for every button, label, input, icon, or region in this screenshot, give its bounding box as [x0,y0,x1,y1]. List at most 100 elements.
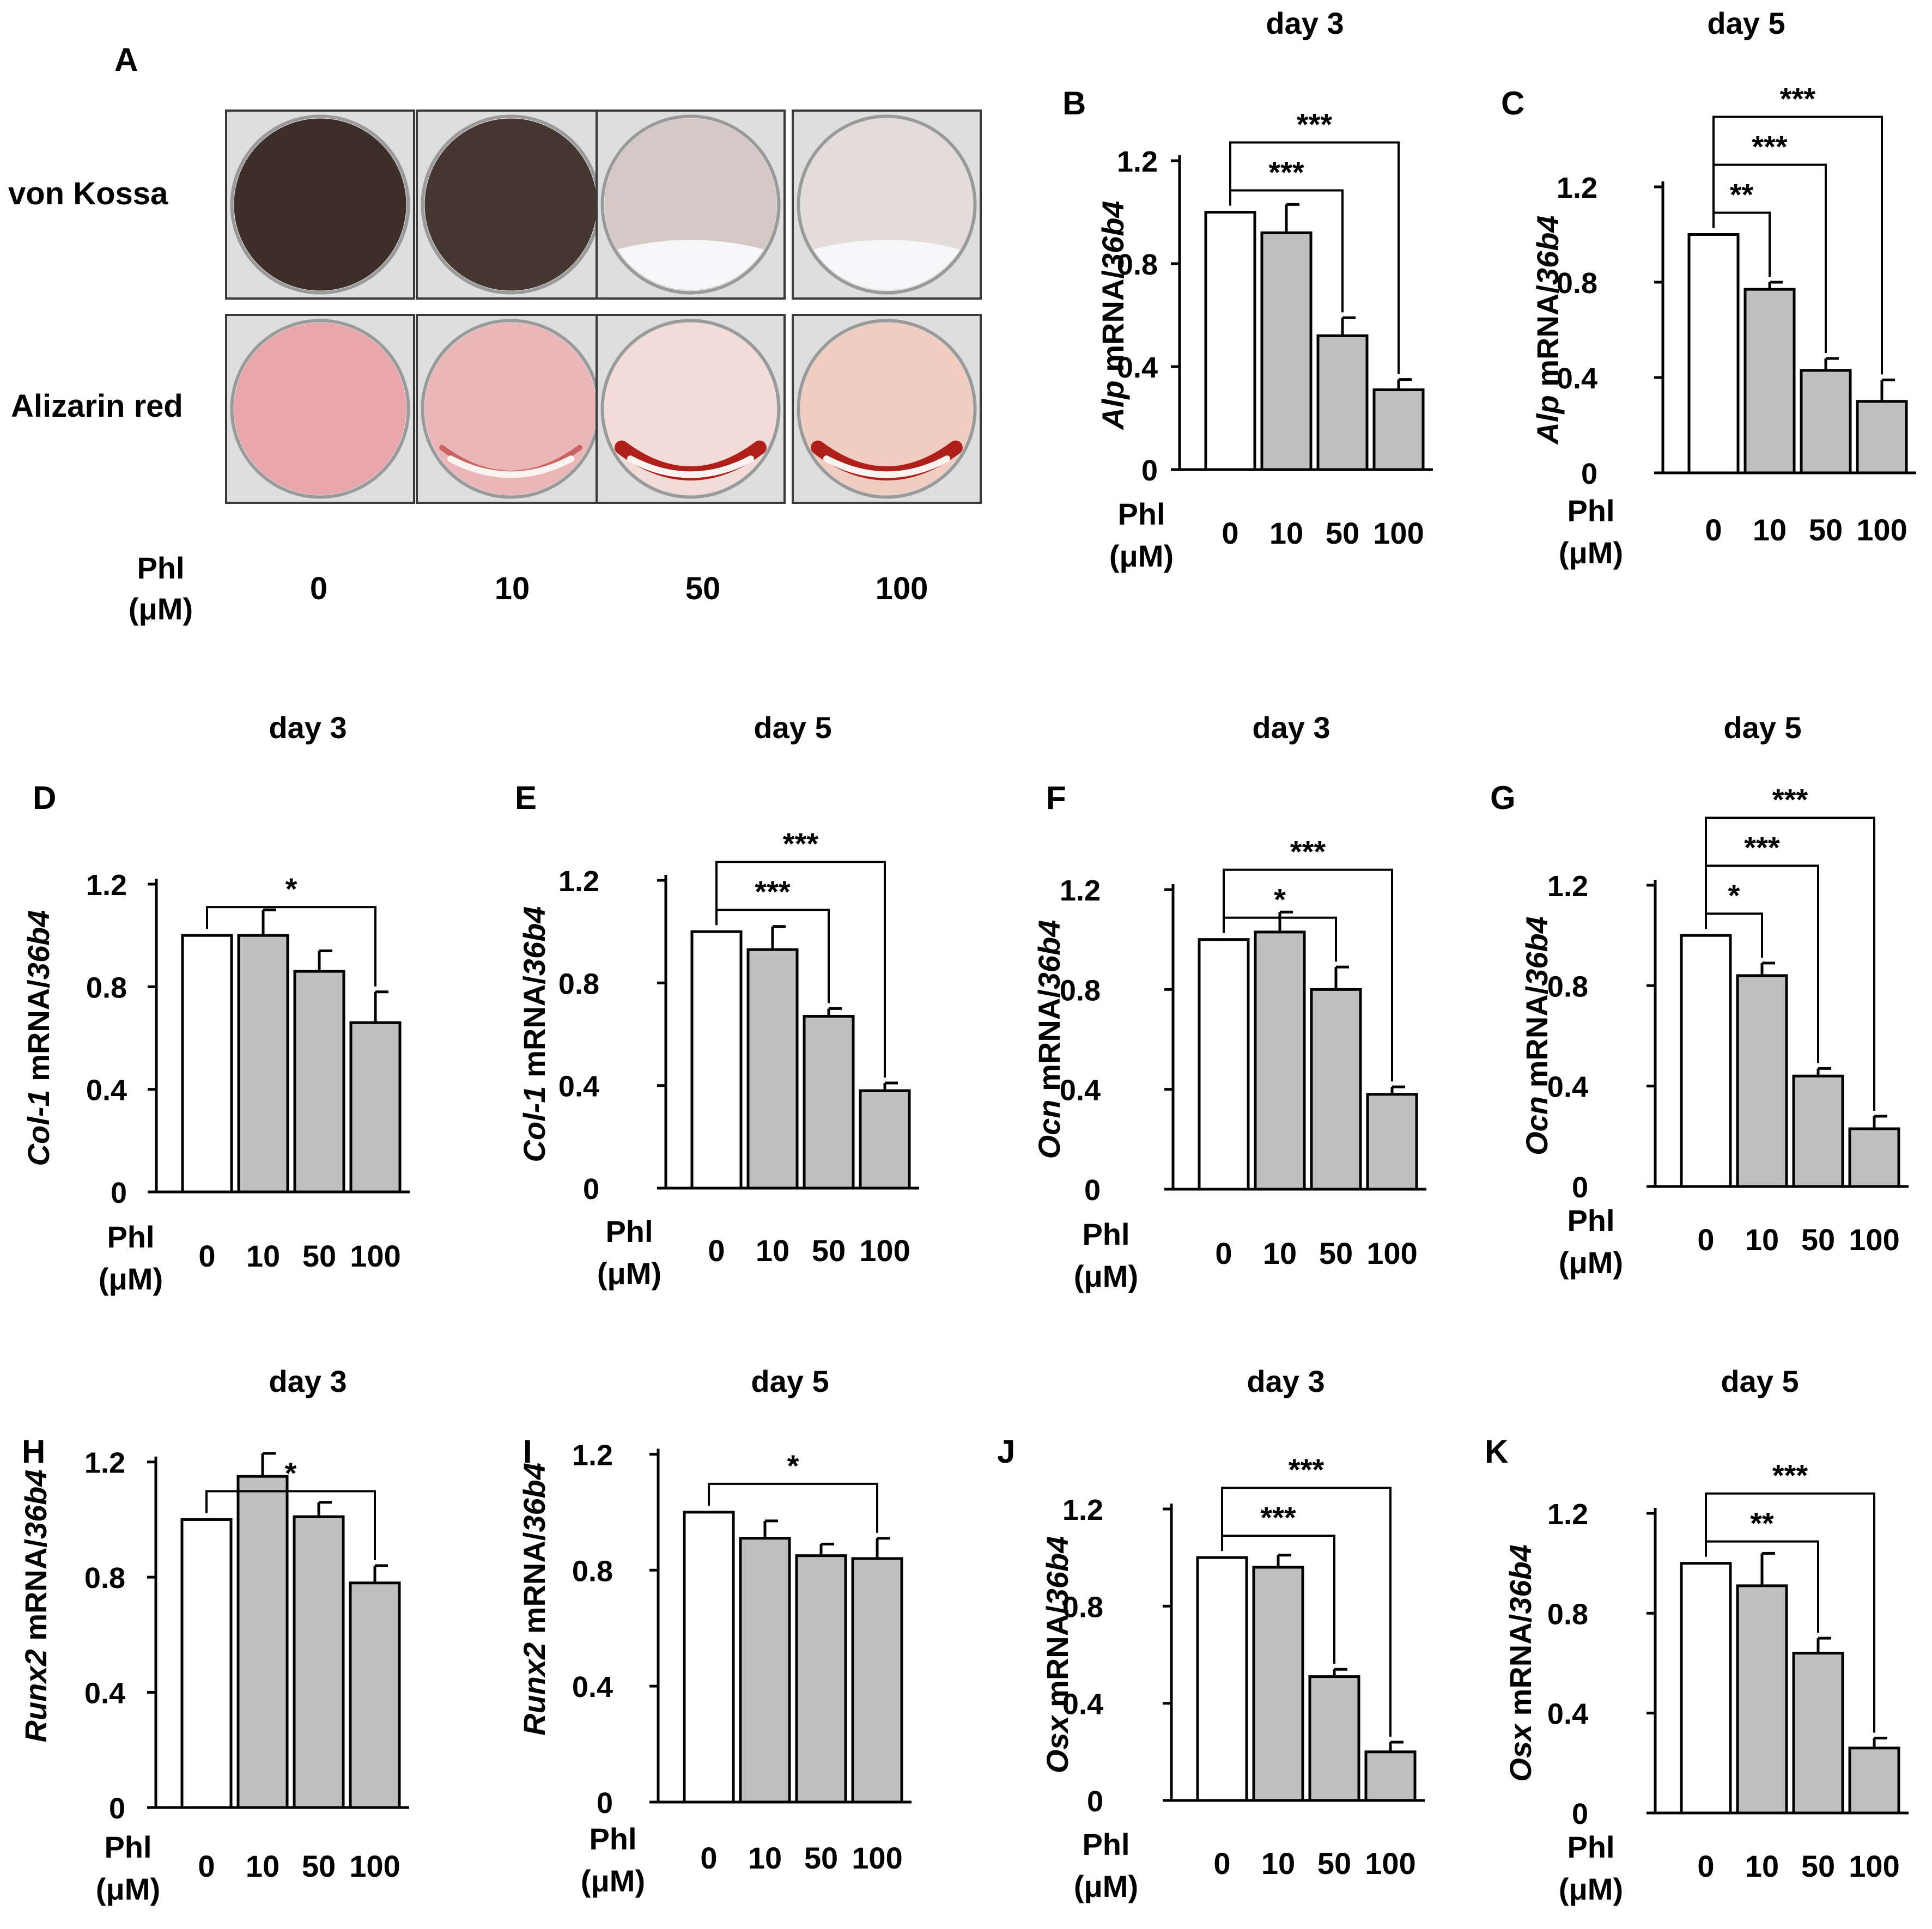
y-axis-label-mid-f: mRNA/ [1032,989,1066,1100]
bar-g-0 [1680,934,1732,1188]
x-tick-label-k-10: 10 [1745,1849,1779,1883]
y-axis-label-gene-e: Col-1 [517,1086,551,1162]
significance-label-h: * [285,1456,297,1490]
bar-c-100 [1856,400,1908,474]
bar-h-100 [349,1581,401,1809]
y-tick-label-c: 0.4 [1557,362,1597,395]
y-axis-label-ref-k: 36b4 [1503,1544,1538,1614]
bar-i-0 [683,1511,735,1804]
y-axis-label-mid-i: mRNA/ [517,1532,551,1642]
significance-bracket-j [1221,1487,1392,1737]
y-axis-label-gene-g: Ocn [1520,1096,1554,1155]
significance-label-k: *** [1772,1458,1808,1493]
x-tick-label-f-50: 50 [1319,1236,1353,1270]
y-tick-label-i: 0 [597,1787,613,1820]
significance-bracket-d [206,906,376,987]
x-tick-label-i-100: 100 [852,1841,902,1875]
y-tick-label-d: 0 [111,1177,127,1209]
bar-c-10 [1743,288,1796,474]
y-tick-label-k: 0.8 [1547,1598,1588,1630]
bar-d-50 [293,970,345,1194]
bar-d-100 [349,1021,402,1194]
x-axis-label-line2-f: (μM) [1074,1259,1138,1293]
y-tick-label-c: 1.2 [1557,172,1597,204]
y-tick-label-h: 1.2 [84,1447,125,1480]
x-tick-label-i-10: 10 [748,1841,782,1875]
significance-bracket-f [1223,868,1393,1082]
y-axis-label-mid-k: mRNA/ [1503,1614,1538,1724]
x-tick-label-g-10: 10 [1745,1222,1779,1257]
x-tick-label-j-0: 0 [1213,1846,1230,1881]
chart-title-k: day 5 [1721,1364,1799,1398]
x-tick-label-g-100: 100 [1849,1222,1899,1257]
x-axis-label-line2-g: (μM) [1559,1245,1623,1280]
x-axis-label-line2-h: (μM) [96,1872,160,1906]
x-axis-label-line1-c: Phl [1567,494,1614,528]
x-axis-label-line1-d: Phl [107,1220,154,1254]
significance-label-e: *** [783,826,819,861]
well-von-kossa-100 [792,109,982,300]
y-tick-label-g: 0 [1572,1171,1588,1204]
y-tick-label-i: 0.4 [572,1671,613,1703]
well-alizarin-50 [596,314,786,504]
bar-e-0 [690,930,743,1190]
panel-a: A von Kossa Alizarin red Phl (μM) 0 10 5… [8,41,982,626]
x-axis-label-line2-j: (μM) [1074,1869,1138,1903]
y-axis-label-j: Osx mRNA/36b4 [1040,1536,1074,1774]
y-tick-label-e: 1.2 [558,865,599,898]
well-von-kossa-10 [416,109,606,300]
bar-e-10 [746,948,799,1190]
panel-letter-j: J [997,1433,1015,1470]
bar-k-50 [1792,1652,1844,1815]
x-tick-label-b-50: 50 [1326,516,1359,550]
y-axis-label-mid-b: mRNA/ [1096,270,1130,381]
y-axis-label-f: Ocn mRNA/36b4 [1032,920,1066,1159]
significance-bracket-h [205,1490,376,1560]
bar-j-10 [1252,1566,1304,1802]
x-tick-label-c-50: 50 [1809,513,1843,547]
bar-j-100 [1364,1750,1417,1802]
panel-letter-e: E [515,780,537,816]
x-axis-label-line1-f: Phl [1082,1217,1129,1251]
bar-h-50 [293,1515,345,1809]
y-axis-label-gene-i: Runx2 [517,1642,551,1736]
x-tick-label-k-0: 0 [1697,1849,1714,1883]
bar-f-50 [1310,988,1362,1191]
x-tick-label-d-50: 50 [302,1239,336,1273]
significance-label-k: ** [1750,1506,1774,1541]
bar-e-50 [803,1015,855,1190]
significance-bracket-e [715,861,886,1078]
y-axis-label-ref-c: 36b4 [1530,215,1565,285]
significance-label-f: *** [1290,835,1326,869]
well-alizarin-10 [416,314,606,504]
x-tick-label-d-0: 0 [198,1239,215,1273]
significance-label-g: * [1728,878,1740,912]
y-tick-label-b: 1.2 [1117,145,1158,178]
x-tick-label-g-50: 50 [1801,1222,1835,1257]
x-axis-label-line2-k: (μM) [1559,1872,1623,1906]
significance-bracket-b [1229,141,1400,374]
panel-letter-i: I [523,1433,532,1470]
panel-a-dose-100: 100 [876,571,928,606]
significance-label-g: *** [1744,830,1780,865]
x-axis-label-line1-j: Phl [1082,1827,1129,1861]
y-axis-label-mid-j: mRNA/ [1040,1605,1074,1716]
chart-title-h: day 3 [269,1364,347,1398]
x-axis-label-line2-c: (μM) [1559,536,1623,570]
y-axis-label-i: Runx2 mRNA/36b4 [517,1463,551,1736]
significance-label-j: *** [1260,1500,1296,1535]
bar-f-0 [1198,938,1250,1191]
bar-c-50 [1800,369,1852,474]
x-tick-label-e-100: 100 [859,1233,910,1268]
x-axis-label-line2-e: (μM) [597,1256,661,1291]
y-tick-label-j: 0.4 [1062,1688,1103,1721]
well-alizarin-100 [792,314,982,504]
significance-label-d: * [285,872,297,906]
x-axis-label-line1-g: Phl [1567,1203,1614,1238]
